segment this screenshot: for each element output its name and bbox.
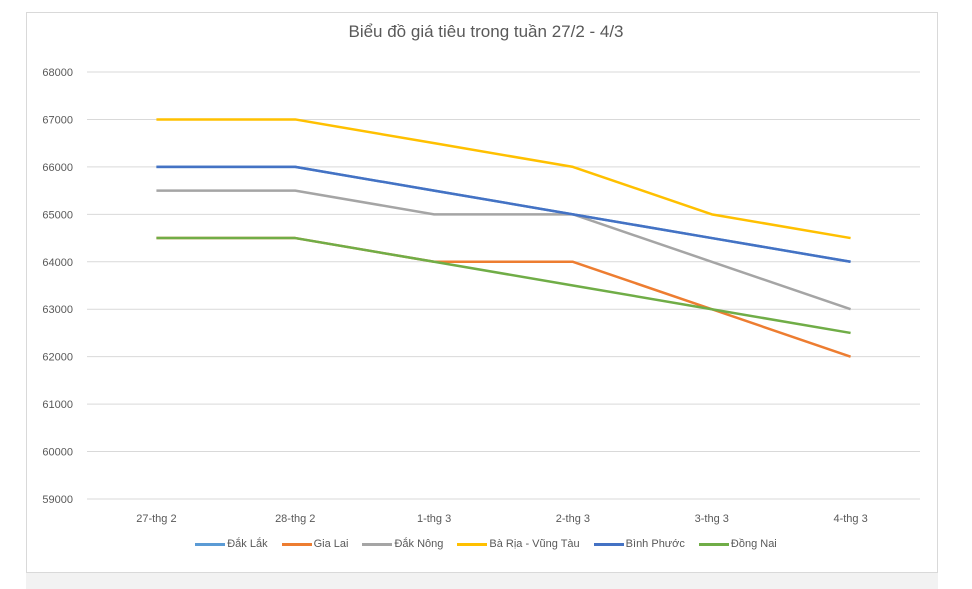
y-tick-label: 65000 [42, 209, 73, 221]
legend-label: Đắk Nông [394, 538, 444, 550]
y-tick-label: 60000 [42, 447, 73, 459]
gridlines [87, 71, 920, 500]
y-tick-label: 66000 [42, 162, 73, 174]
legend-swatch-icon [281, 542, 312, 546]
y-tick-label: 62000 [42, 352, 73, 364]
y-axis: 68000 67000 66000 65000 64000 63000 62000 61000… [42, 67, 73, 506]
legend-swatch-icon [457, 542, 488, 546]
legend-item[interactable]: Bình Phước [593, 538, 685, 550]
legend-swatch-icon [195, 542, 226, 546]
y-tick-label: 64000 [42, 257, 73, 269]
legend-label: Bình Phước [625, 538, 685, 550]
x-tick-label: 3-thg 3 [695, 513, 729, 525]
sheet-strip [26, 573, 938, 589]
x-tick-label: 1-thg 3 [417, 513, 451, 525]
x-axis: 27-thg 2 28-thg 2 1-thg 3 2-thg 3 3-thg 3 4-t… [136, 513, 867, 525]
y-tick-label: 68000 [42, 67, 73, 79]
legend-item[interactable]: Đồng Nai [698, 538, 777, 550]
y-tick-label: 59000 [42, 494, 73, 506]
legend-label: Đồng Nai [730, 538, 777, 550]
series-line[interactable] [156, 118, 851, 240]
legend-swatch-icon [593, 542, 624, 546]
legend-label: Đắk Lắk [227, 538, 268, 550]
series-line[interactable] [156, 236, 851, 358]
x-tick-label: 4-thg 3 [833, 513, 867, 525]
x-tick-label: 27-thg 2 [136, 513, 176, 525]
x-tick-label: 28-thg 2 [275, 513, 315, 525]
legend-label: Gia Lai [313, 538, 349, 550]
y-tick-label: 61000 [42, 399, 73, 411]
y-tick-label: 67000 [42, 114, 73, 126]
legend-item[interactable]: Gia Lai [281, 538, 349, 550]
legend-item[interactable]: Đắk Lắk [195, 538, 268, 550]
legend-item[interactable]: Đắk Nông [362, 538, 443, 550]
series-line[interactable] [156, 165, 851, 264]
y-tick-label: 63000 [42, 304, 73, 316]
series-lines [156, 118, 851, 358]
series-line[interactable] [156, 236, 851, 335]
series-line[interactable] [156, 189, 851, 311]
legend-label: Bà Rịa - Vũng Tàu [489, 538, 580, 550]
legend: Đắk Lắk Gia Lai Đắk Nông Bà Rịa - Vũng Tàu B… [0, 538, 972, 550]
chart-title: Biểu đồ giá tiêu trong tuần 27/2 - 4/3 [348, 22, 624, 41]
legend-item[interactable]: Bà Rịa - Vũng Tàu [457, 538, 580, 550]
legend-swatch-icon [698, 542, 729, 546]
legend-swatch-icon [362, 542, 393, 546]
chart-area[interactable] [26, 12, 938, 573]
x-tick-label: 2-thg 3 [556, 513, 590, 525]
